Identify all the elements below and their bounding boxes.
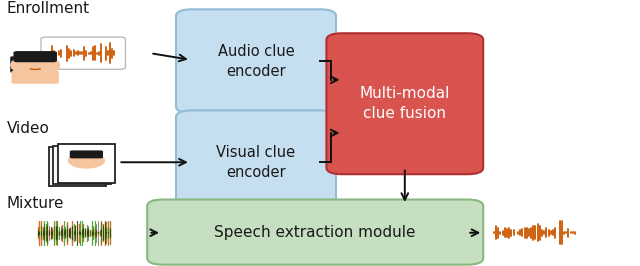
FancyBboxPatch shape [58,144,115,183]
FancyBboxPatch shape [41,37,125,69]
Text: Video: Video [6,121,49,136]
Text: Audio clue
encoder: Audio clue encoder [218,44,294,78]
FancyBboxPatch shape [10,56,23,73]
FancyBboxPatch shape [176,9,336,113]
Text: Enrollment: Enrollment [6,1,90,16]
FancyBboxPatch shape [326,33,483,174]
FancyBboxPatch shape [70,150,103,158]
FancyBboxPatch shape [147,200,483,265]
Circle shape [11,55,60,75]
Circle shape [68,153,104,168]
FancyBboxPatch shape [176,110,336,214]
FancyBboxPatch shape [53,146,111,185]
Text: Speech extraction module: Speech extraction module [214,225,416,240]
FancyBboxPatch shape [76,155,97,166]
FancyBboxPatch shape [13,51,57,62]
FancyBboxPatch shape [12,70,59,84]
Text: Multi-modal
clue fusion: Multi-modal clue fusion [360,86,450,121]
Text: Visual clue
encoder: Visual clue encoder [216,145,296,180]
FancyBboxPatch shape [49,147,106,186]
Text: Mixture: Mixture [6,196,64,210]
